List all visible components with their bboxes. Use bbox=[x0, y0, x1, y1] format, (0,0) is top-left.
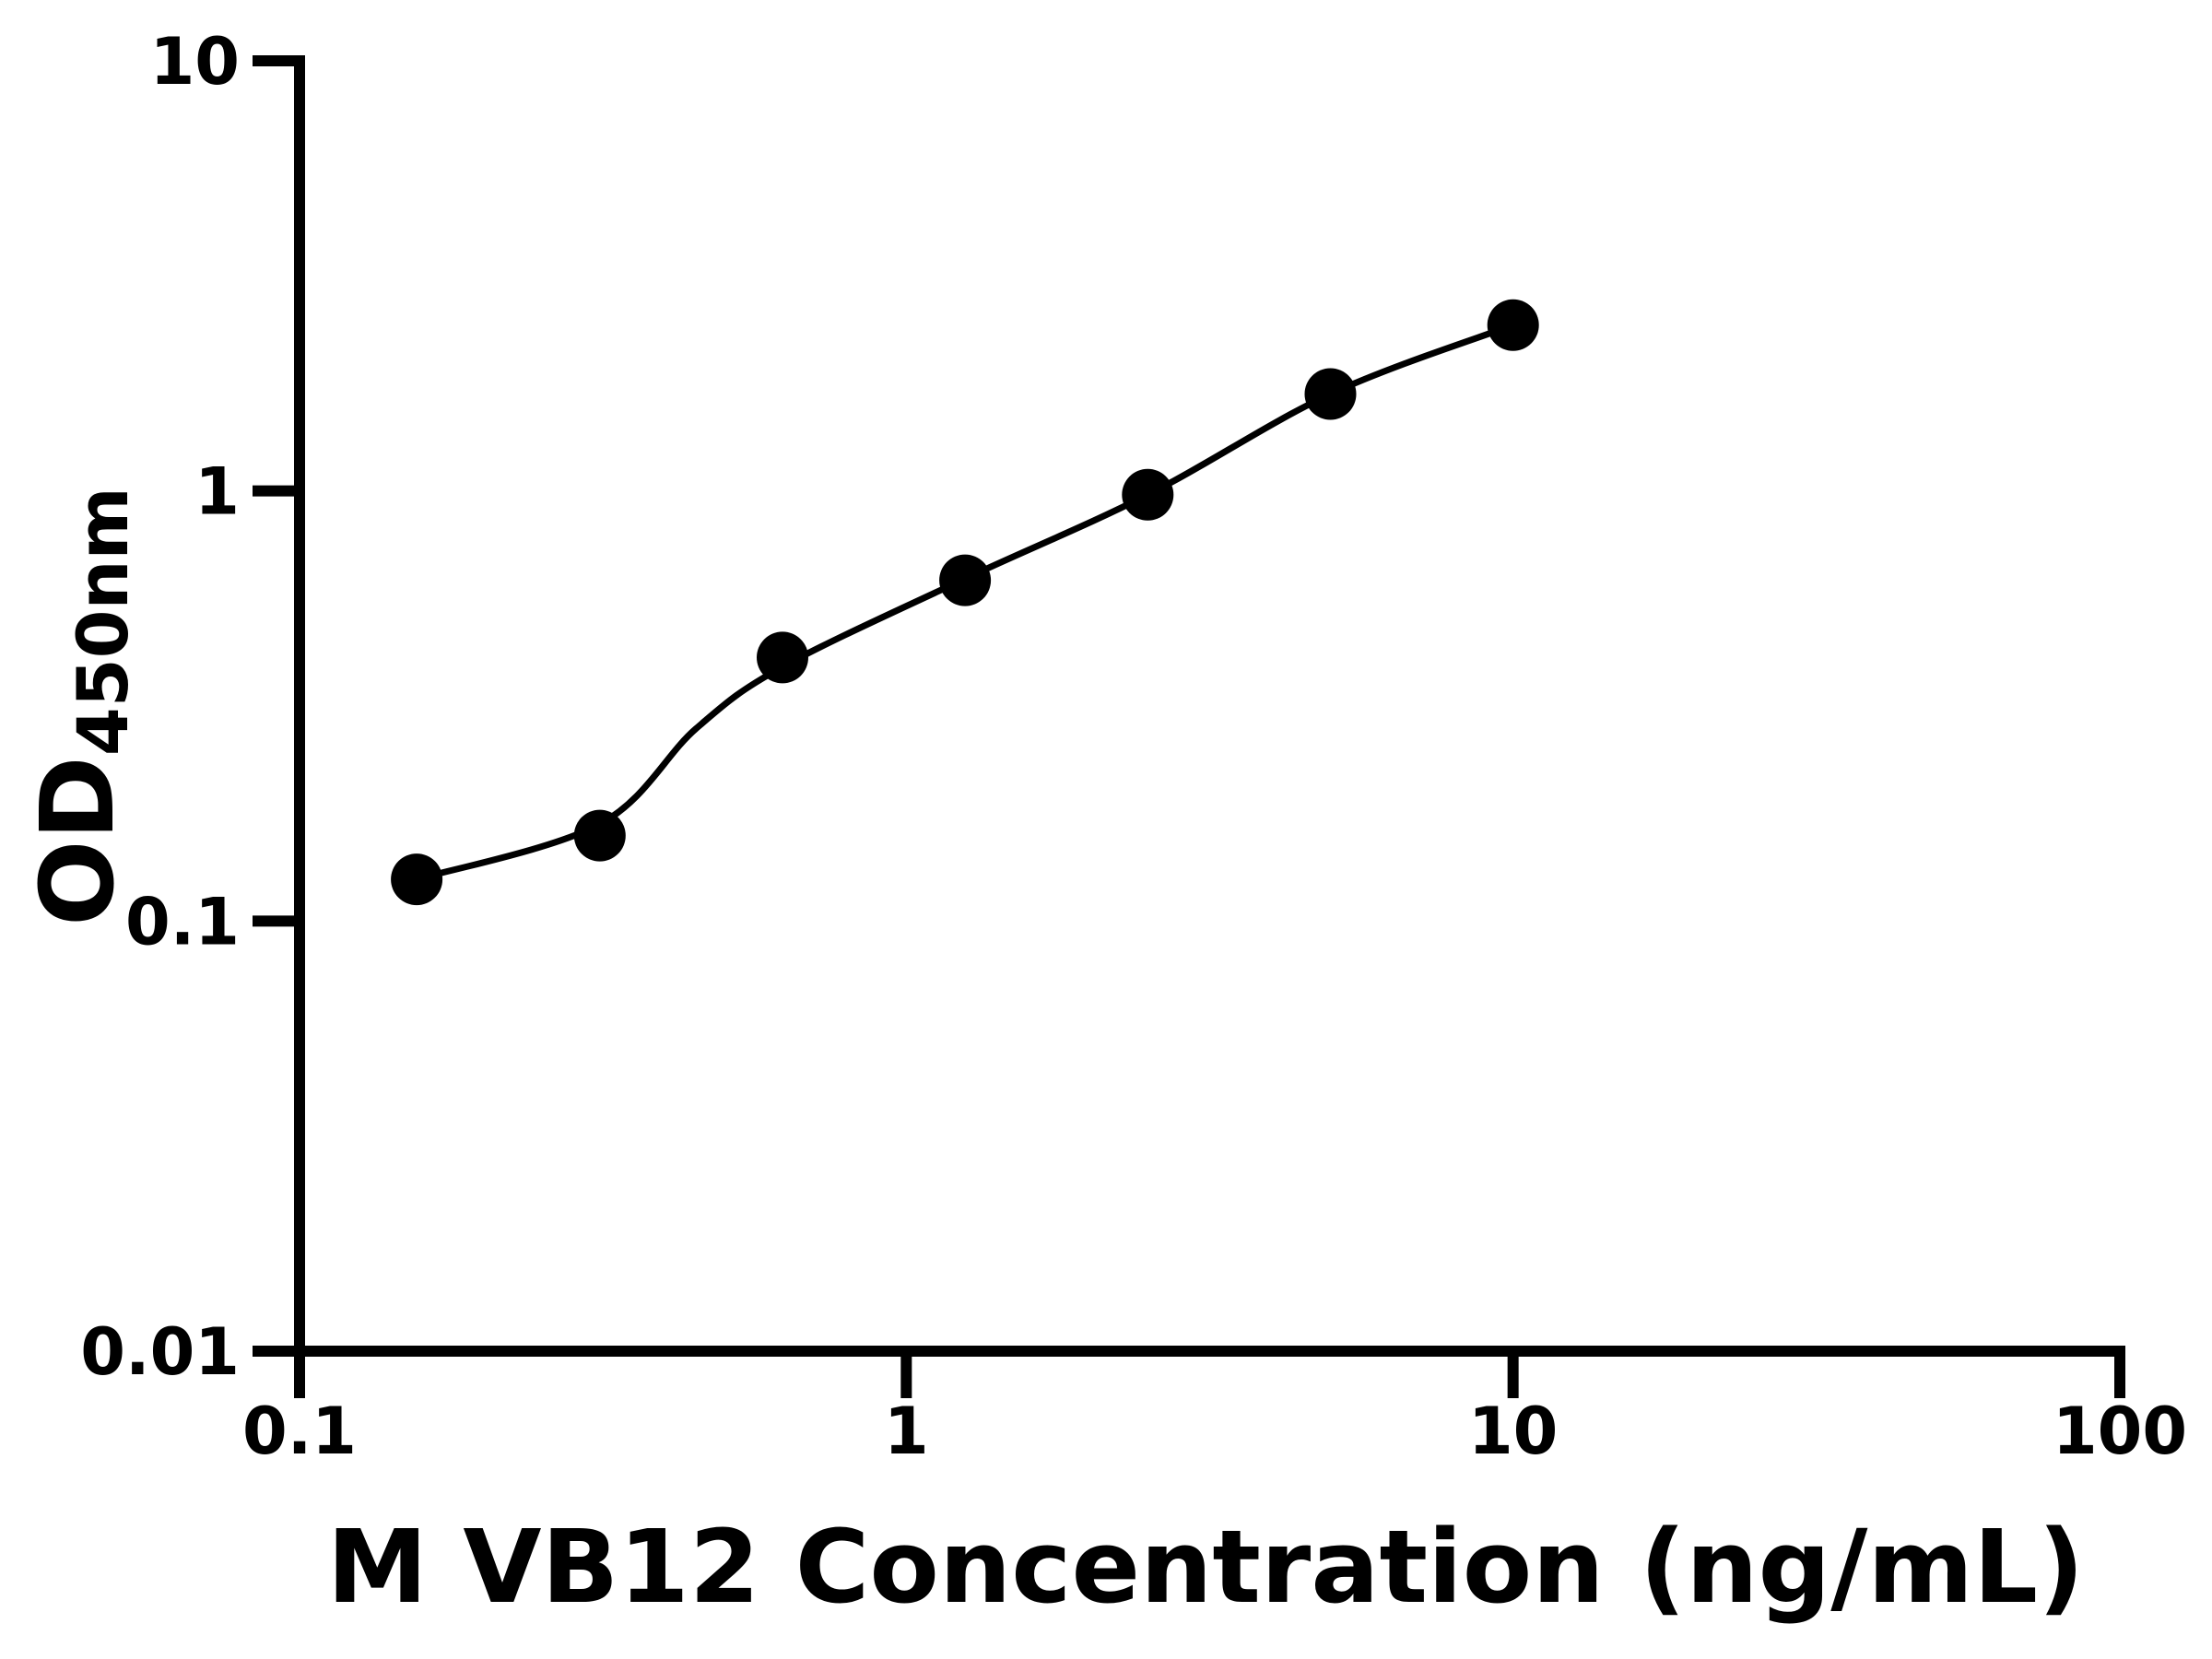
data-point bbox=[1487, 299, 1539, 351]
y-tick-label: 10 bbox=[150, 24, 240, 100]
data-point bbox=[391, 853, 443, 906]
x-tick-label: 10 bbox=[1468, 1394, 1558, 1469]
x-axis-title: M VB12 Concentration (ng/mL) bbox=[327, 1508, 2085, 1626]
data-points bbox=[391, 299, 1539, 906]
y-tick-label: 0.1 bbox=[125, 884, 240, 959]
y-axis-tick-labels: 10 1 0.1 0.01 bbox=[80, 24, 240, 1390]
data-point bbox=[1122, 468, 1174, 521]
x-tick-label: 1 bbox=[884, 1394, 929, 1469]
y-tick-label: 0.01 bbox=[80, 1314, 240, 1390]
x-axis-tick-labels: 0.1 1 10 100 bbox=[242, 1394, 2187, 1469]
axis-spines bbox=[294, 55, 2125, 1357]
data-point bbox=[573, 809, 626, 862]
data-point bbox=[939, 554, 992, 606]
x-tick-label: 0.1 bbox=[242, 1394, 357, 1469]
data-point bbox=[1304, 368, 1357, 420]
data-point bbox=[757, 631, 808, 684]
y-axis-ticks bbox=[253, 55, 300, 1357]
x-axis-ticks bbox=[294, 1351, 2125, 1398]
y-tick-label: 1 bbox=[194, 454, 240, 530]
y-axis-title-main: OD bbox=[18, 756, 136, 926]
y-axis-title-subscript: 450nm bbox=[62, 487, 144, 756]
y-axis-title: OD450nm bbox=[18, 487, 144, 926]
x-tick-label: 100 bbox=[2053, 1394, 2187, 1469]
